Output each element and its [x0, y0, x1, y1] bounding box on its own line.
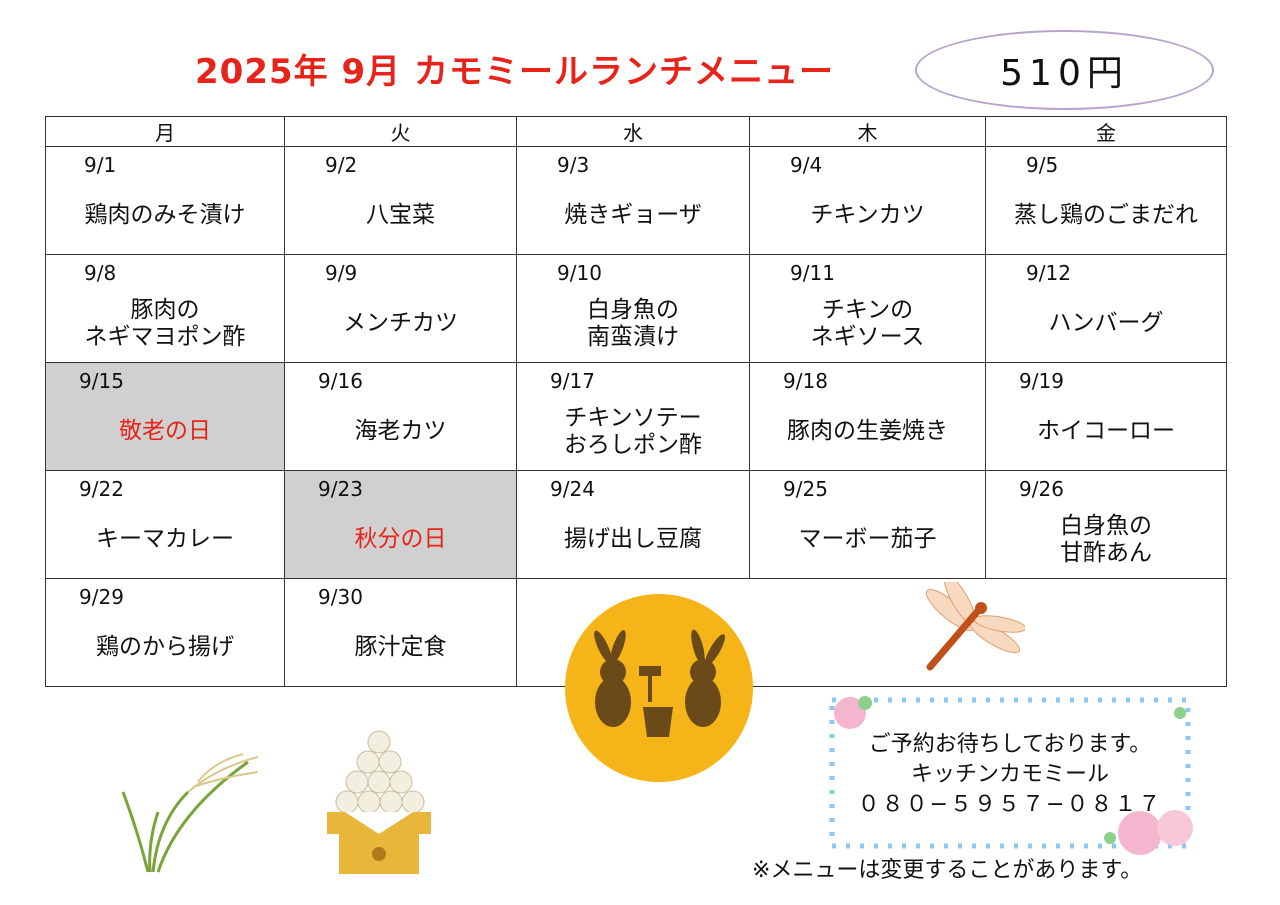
phone-number[interactable]: ０８０−５９５７−０８１７ — [857, 792, 1163, 817]
dish-name: 鶏肉のみそ漬け — [84, 202, 246, 228]
day-cell: 9/19 ホイコーロー — [985, 362, 1227, 471]
dish-name: チキンの ネギソース — [810, 296, 925, 350]
day-date: 9/19 — [1019, 369, 1064, 393]
week-row: 9/1 鶏肉のみそ漬け 9/2 八宝菜 9/3 焼きギョーザ 9/4 チキンカツ 9/5 蒸し鶏の… — [45, 146, 1227, 255]
day-date: 9/3 — [557, 153, 590, 177]
day-date: 9/24 — [550, 477, 595, 501]
dragonfly-icon — [925, 582, 1025, 671]
dish-name: ハンバーグ — [1048, 310, 1164, 336]
page-title: 2025年 9月 カモミールランチメニュー — [195, 52, 834, 92]
contact-message: ご予約お待ちしております。 — [868, 732, 1152, 757]
holiday-name: 秋分の日 — [354, 526, 447, 552]
dish-name: ホイコーロー — [1037, 418, 1175, 444]
day-date: 9/2 — [325, 153, 358, 177]
day-cell: 9/29 鶏のから揚げ — [45, 578, 285, 687]
day-cell: 9/17 チキンソテー おろしポン酢 — [516, 362, 750, 471]
day-date: 9/8 — [84, 261, 117, 285]
dish-name: 白身魚の 南蛮漬け — [587, 296, 679, 350]
dish-name: 焼きギョーザ — [564, 202, 702, 228]
day-cell: 9/5 蒸し鶏のごまだれ — [985, 146, 1227, 255]
dish-name: 白身魚の 甘酢あん — [1060, 512, 1152, 566]
day-cell: 9/9 メンチカツ — [284, 254, 517, 363]
weekday-header: 月 — [45, 116, 285, 147]
dish-name: 豚肉の ネギマヨポン酢 — [84, 296, 246, 350]
shop-name: キッチンカモミール — [910, 762, 1109, 787]
day-cell: 9/1 鶏肉のみそ漬け — [45, 146, 285, 255]
day-cell: 9/12 ハンバーグ — [985, 254, 1227, 363]
day-date: 9/30 — [318, 585, 363, 609]
day-date: 9/23 — [318, 477, 363, 501]
day-date: 9/5 — [1026, 153, 1059, 177]
week-row: 9/22 キーマカレー 9/23 秋分の日 9/24 揚げ出し豆腐 9/25 マーボー茄子 9/… — [45, 470, 1227, 579]
day-date: 9/16 — [318, 369, 363, 393]
day-date: 9/15 — [79, 369, 124, 393]
holiday-cell: 9/23 秋分の日 — [284, 470, 517, 579]
day-cell: 9/25 マーボー茄子 — [749, 470, 986, 579]
day-cell: 9/30 豚汁定食 — [284, 578, 517, 687]
dish-name: 豚肉の生姜焼き — [787, 418, 948, 444]
day-date: 9/25 — [783, 477, 828, 501]
contact-box: ご予約お待ちしております。 キッチンカモミール ０８０−５９５７−０８１７ — [829, 696, 1193, 855]
day-date: 9/4 — [790, 153, 823, 177]
day-cell: 9/26 白身魚の 甘酢あん — [985, 470, 1227, 579]
dish-name: メンチカツ — [343, 310, 458, 336]
dish-name: マーボー茄子 — [798, 526, 937, 552]
dish-name: 鶏のから揚げ — [96, 634, 234, 660]
day-date: 9/26 — [1019, 477, 1064, 501]
holiday-name: 敬老の日 — [119, 418, 211, 444]
weekday-header: 木 — [749, 116, 986, 147]
day-cell: 9/24 揚げ出し豆腐 — [516, 470, 750, 579]
day-date: 9/12 — [1026, 261, 1071, 285]
hydrangea-frame — [829, 696, 1193, 855]
dish-name: 八宝菜 — [366, 202, 435, 228]
dish-name: 揚げ出し豆腐 — [564, 526, 702, 552]
dish-name: チキンソテー おろしポン酢 — [564, 404, 702, 458]
menu-calendar: 月火水木金 9/1 鶏肉のみそ漬け 9/2 八宝菜 9/3 焼きギョーザ 9/4 チキンカツ 9… — [45, 116, 1227, 687]
day-cell: 9/11 チキンの ネギソース — [749, 254, 986, 363]
price-badge: 510円 — [915, 30, 1214, 110]
day-cell: 9/18 豚肉の生姜焼き — [749, 362, 986, 471]
day-date: 9/22 — [79, 477, 124, 501]
weekday-header: 水 — [516, 116, 750, 147]
menu-change-notice: ※メニューは変更することがあります。 — [752, 858, 1143, 883]
week-row: 9/8 豚肉の ネギマヨポン酢 9/9 メンチカツ 9/10 白身魚の 南蛮漬け 9/11 チ… — [45, 254, 1227, 363]
susuki-grass-icon — [121, 753, 259, 873]
day-cell: 9/3 焼きギョーザ — [516, 146, 750, 255]
weekday-header: 金 — [985, 116, 1227, 147]
day-date: 9/11 — [790, 261, 835, 285]
holiday-cell: 9/15 敬老の日 — [45, 362, 285, 471]
day-cell: 9/22 キーマカレー — [45, 470, 285, 579]
dish-name: 蒸し鶏のごまだれ — [1014, 202, 1198, 228]
day-date: 9/10 — [557, 261, 602, 285]
day-date: 9/18 — [783, 369, 828, 393]
day-date: 9/17 — [550, 369, 595, 393]
day-date: 9/29 — [79, 585, 124, 609]
tsukimi-dango-icon — [327, 730, 431, 874]
day-date: 9/9 — [325, 261, 358, 285]
day-cell: 9/16 海老カツ — [284, 362, 517, 471]
dish-name: キーマカレー — [96, 526, 234, 552]
day-cell: 9/4 チキンカツ — [749, 146, 986, 255]
day-date: 9/1 — [84, 153, 117, 177]
dish-name: チキンカツ — [810, 202, 925, 228]
day-cell: 9/2 八宝菜 — [284, 146, 517, 255]
day-cell: 9/10 白身魚の 南蛮漬け — [516, 254, 750, 363]
weekday-header: 火 — [284, 116, 517, 147]
dish-name: 海老カツ — [354, 418, 447, 444]
week-row: 9/15 敬老の日 9/16 海老カツ 9/17 チキンソテー おろしポン酢 9/18 豚肉の… — [45, 362, 1227, 471]
moon-rabbits-icon — [565, 594, 753, 782]
day-cell: 9/8 豚肉の ネギマヨポン酢 — [45, 254, 285, 363]
dish-name: 豚汁定食 — [354, 634, 447, 660]
